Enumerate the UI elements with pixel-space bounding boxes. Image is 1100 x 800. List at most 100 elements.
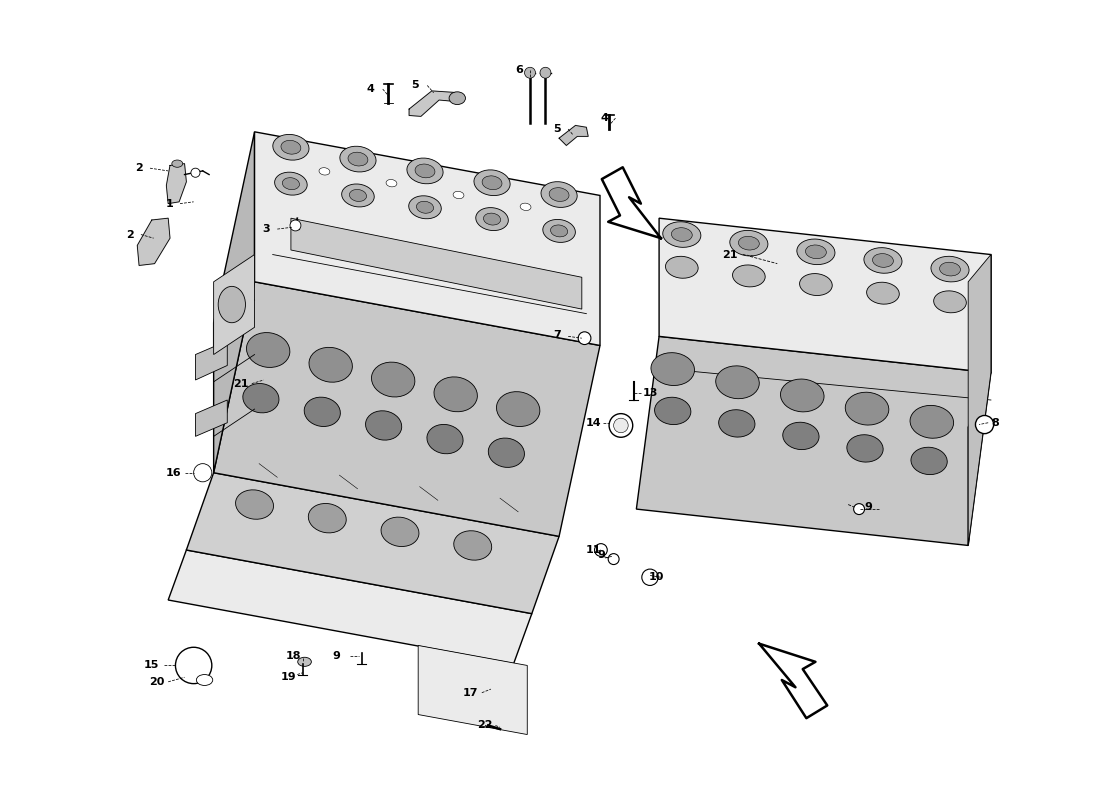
Ellipse shape xyxy=(716,366,759,398)
Ellipse shape xyxy=(729,230,768,256)
Ellipse shape xyxy=(386,179,397,187)
Ellipse shape xyxy=(309,347,352,382)
Text: 1: 1 xyxy=(166,198,174,209)
Ellipse shape xyxy=(651,353,694,386)
Ellipse shape xyxy=(666,256,698,278)
Ellipse shape xyxy=(781,379,824,412)
Text: 2: 2 xyxy=(135,163,143,173)
Polygon shape xyxy=(637,336,991,546)
Text: 21: 21 xyxy=(723,250,738,259)
Ellipse shape xyxy=(910,406,954,438)
Circle shape xyxy=(525,67,536,78)
Polygon shape xyxy=(418,646,527,734)
Ellipse shape xyxy=(654,398,691,425)
Polygon shape xyxy=(213,282,600,536)
Ellipse shape xyxy=(453,191,464,198)
Ellipse shape xyxy=(931,256,969,282)
Circle shape xyxy=(608,554,619,565)
Ellipse shape xyxy=(417,202,433,214)
Text: 3: 3 xyxy=(263,224,271,234)
Ellipse shape xyxy=(275,172,307,195)
Polygon shape xyxy=(602,167,661,238)
Text: 17: 17 xyxy=(462,688,477,698)
Text: 14: 14 xyxy=(586,418,602,428)
Polygon shape xyxy=(290,218,582,309)
Polygon shape xyxy=(968,254,991,546)
Ellipse shape xyxy=(308,503,346,533)
Ellipse shape xyxy=(350,190,366,202)
Ellipse shape xyxy=(172,160,183,167)
Ellipse shape xyxy=(427,425,463,454)
Text: 9: 9 xyxy=(332,651,340,662)
Circle shape xyxy=(191,168,200,178)
Ellipse shape xyxy=(280,140,301,154)
Polygon shape xyxy=(213,132,254,473)
Ellipse shape xyxy=(550,225,568,237)
Text: 22: 22 xyxy=(476,721,493,730)
Polygon shape xyxy=(254,132,600,346)
Ellipse shape xyxy=(496,392,540,426)
Text: 19: 19 xyxy=(280,672,296,682)
Text: 18: 18 xyxy=(286,651,301,662)
Ellipse shape xyxy=(197,674,212,686)
Ellipse shape xyxy=(319,168,330,175)
Text: 8: 8 xyxy=(991,418,999,428)
Polygon shape xyxy=(409,91,459,116)
Ellipse shape xyxy=(783,422,820,450)
Text: 21: 21 xyxy=(233,378,249,389)
Ellipse shape xyxy=(283,178,299,190)
Ellipse shape xyxy=(476,208,508,230)
Ellipse shape xyxy=(372,362,415,397)
Ellipse shape xyxy=(488,438,525,467)
Ellipse shape xyxy=(454,530,492,560)
Ellipse shape xyxy=(738,236,759,250)
Text: 10: 10 xyxy=(649,572,664,582)
Ellipse shape xyxy=(549,188,569,202)
Text: 11: 11 xyxy=(586,545,602,555)
Ellipse shape xyxy=(845,392,889,425)
Polygon shape xyxy=(559,126,588,146)
Text: 13: 13 xyxy=(642,388,658,398)
Circle shape xyxy=(854,504,865,514)
Ellipse shape xyxy=(796,239,835,265)
Circle shape xyxy=(579,332,591,345)
Polygon shape xyxy=(968,254,991,546)
Ellipse shape xyxy=(474,170,510,195)
Polygon shape xyxy=(196,341,228,380)
Ellipse shape xyxy=(733,265,766,287)
Ellipse shape xyxy=(541,182,578,207)
Ellipse shape xyxy=(663,222,701,247)
Ellipse shape xyxy=(298,658,311,666)
Ellipse shape xyxy=(246,333,290,367)
Ellipse shape xyxy=(872,254,893,267)
Ellipse shape xyxy=(542,219,575,242)
Polygon shape xyxy=(196,400,228,436)
Ellipse shape xyxy=(911,447,947,474)
Ellipse shape xyxy=(939,262,960,276)
Ellipse shape xyxy=(407,158,443,184)
Polygon shape xyxy=(213,254,254,354)
Polygon shape xyxy=(659,218,991,373)
Ellipse shape xyxy=(340,146,376,172)
Ellipse shape xyxy=(218,286,245,322)
Ellipse shape xyxy=(867,282,900,304)
Text: 7: 7 xyxy=(553,330,561,339)
Ellipse shape xyxy=(718,410,755,437)
Text: 15: 15 xyxy=(144,661,159,670)
Ellipse shape xyxy=(235,490,274,519)
Text: 2: 2 xyxy=(126,230,134,239)
Ellipse shape xyxy=(805,245,826,258)
Circle shape xyxy=(194,464,212,482)
Text: 4: 4 xyxy=(367,84,375,94)
Text: 5: 5 xyxy=(411,81,419,90)
Ellipse shape xyxy=(365,410,402,440)
Ellipse shape xyxy=(800,274,833,295)
Ellipse shape xyxy=(243,383,279,413)
Ellipse shape xyxy=(934,291,966,313)
Text: 16: 16 xyxy=(166,468,182,478)
Ellipse shape xyxy=(342,184,374,207)
Polygon shape xyxy=(166,164,186,204)
Ellipse shape xyxy=(348,152,367,166)
Circle shape xyxy=(176,647,212,684)
Ellipse shape xyxy=(864,248,902,274)
